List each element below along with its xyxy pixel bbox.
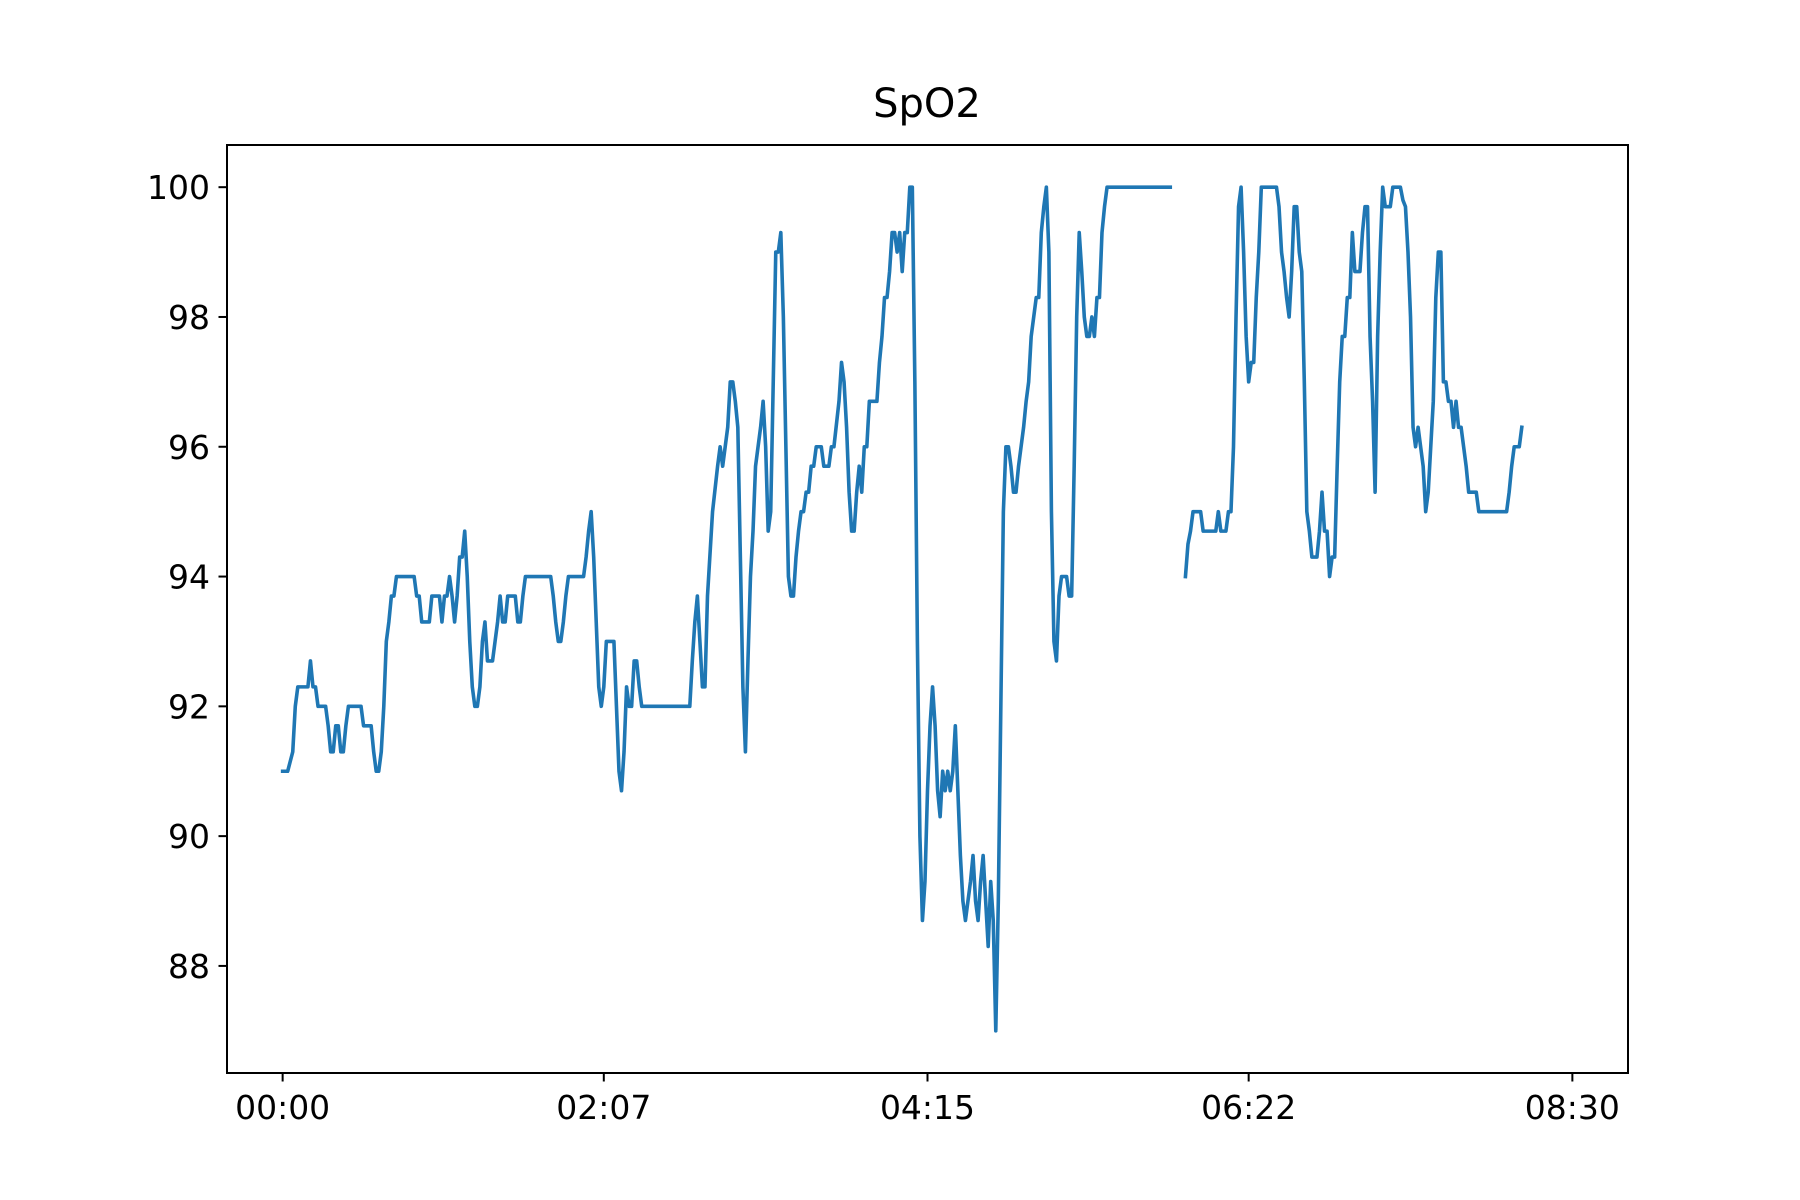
series-layer	[280, 185, 1524, 1033]
y-tick-label: 98	[168, 298, 210, 337]
series-line-segment-2	[1183, 185, 1524, 579]
x-tick-label: 08:30	[1525, 1088, 1620, 1127]
x-tick-label: 06:22	[1201, 1088, 1296, 1127]
axis-layer: 88 90 92 94 96 98 100 00:00 02:07 04:15 06:22 08:30	[147, 144, 1629, 1127]
y-tick-label: 90	[168, 817, 210, 856]
x-tick-label: 00:00	[235, 1088, 330, 1127]
y-tick-label: 96	[168, 428, 210, 467]
y-tick-label: 100	[147, 168, 210, 207]
y-tick-label: 92	[168, 687, 210, 726]
series-line-segment-1	[280, 185, 1173, 1033]
chart-title: SpO2	[873, 81, 981, 127]
x-tick-label: 02:07	[556, 1088, 651, 1127]
y-tick-label: 94	[168, 558, 210, 597]
x-tick-label: 04:15	[880, 1088, 975, 1127]
y-tick-label: 88	[168, 947, 210, 986]
